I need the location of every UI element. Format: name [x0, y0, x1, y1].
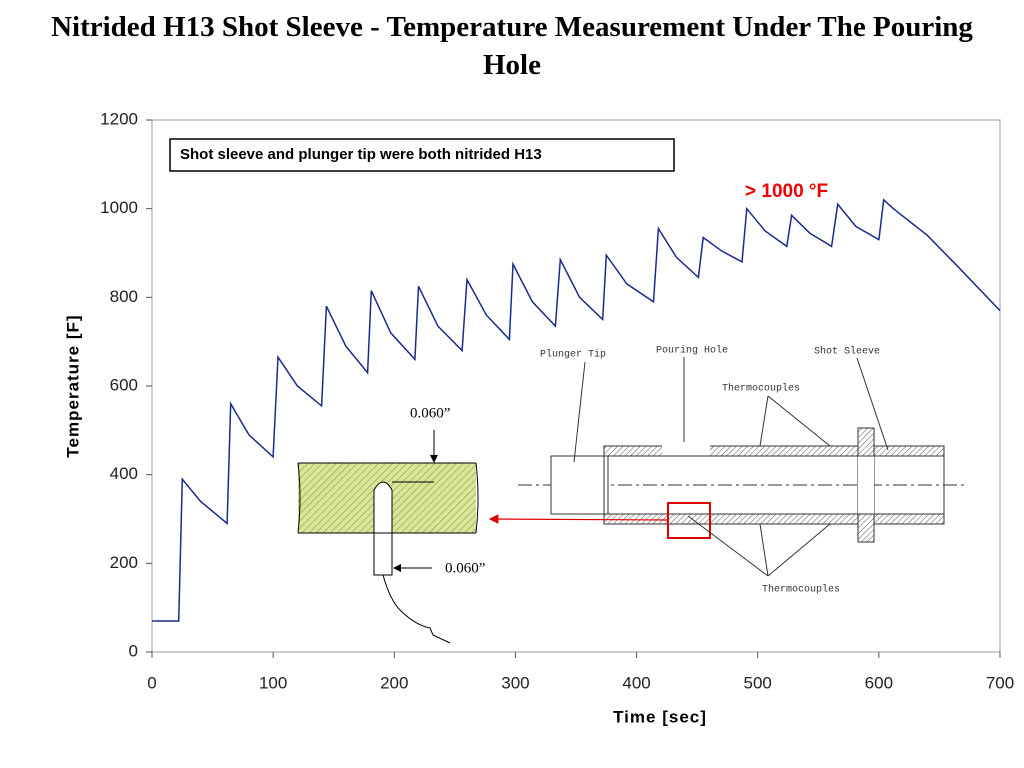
- depth-label: 0.060”: [410, 405, 450, 421]
- y-tick-label: 400: [110, 464, 138, 483]
- data-line: [152, 198, 1001, 622]
- x-tick-label: 400: [622, 673, 650, 692]
- diagram-label: Pouring Hole: [656, 345, 728, 357]
- depth-label: 0.060”: [445, 560, 485, 576]
- y-tick-label: 0: [129, 641, 138, 660]
- x-axis-label: Time [sec]: [613, 707, 707, 726]
- y-tick-label: 200: [110, 553, 138, 572]
- y-tick-label: 1000: [100, 198, 138, 217]
- x-tick-label: 600: [865, 673, 893, 692]
- y-tick-label: 1200: [100, 109, 138, 128]
- x-tick-label: 500: [744, 673, 772, 692]
- x-tick-label: 100: [259, 673, 287, 692]
- note: Shot sleeve and plunger tip were both ni…: [180, 146, 542, 163]
- x-tick-label: 200: [380, 673, 408, 692]
- x-tick-label: 700: [986, 673, 1014, 692]
- plot-frame: [151, 119, 1001, 653]
- diagram-label: Shot Sleeve: [814, 346, 880, 358]
- y-tick-label: 600: [110, 375, 138, 394]
- diagram-label: Thermocouples: [762, 584, 840, 596]
- chart-title: Nitrided H13 Shot Sleeve - Temperature M…: [51, 11, 973, 81]
- x-tick-label: 300: [501, 673, 529, 692]
- callout: > 1000 °F: [745, 181, 828, 202]
- y-axis-label: Temperature [F]: [63, 314, 82, 457]
- x-tick-label: 0: [147, 673, 156, 692]
- diagram-label: Thermocouples: [722, 383, 800, 395]
- diagram-label: Plunger Tip: [540, 349, 606, 361]
- sleeve-diagram: [488, 357, 965, 577]
- y-tick-label: 800: [110, 287, 138, 306]
- inset-diagram: [297, 430, 479, 644]
- note-box: [169, 138, 675, 172]
